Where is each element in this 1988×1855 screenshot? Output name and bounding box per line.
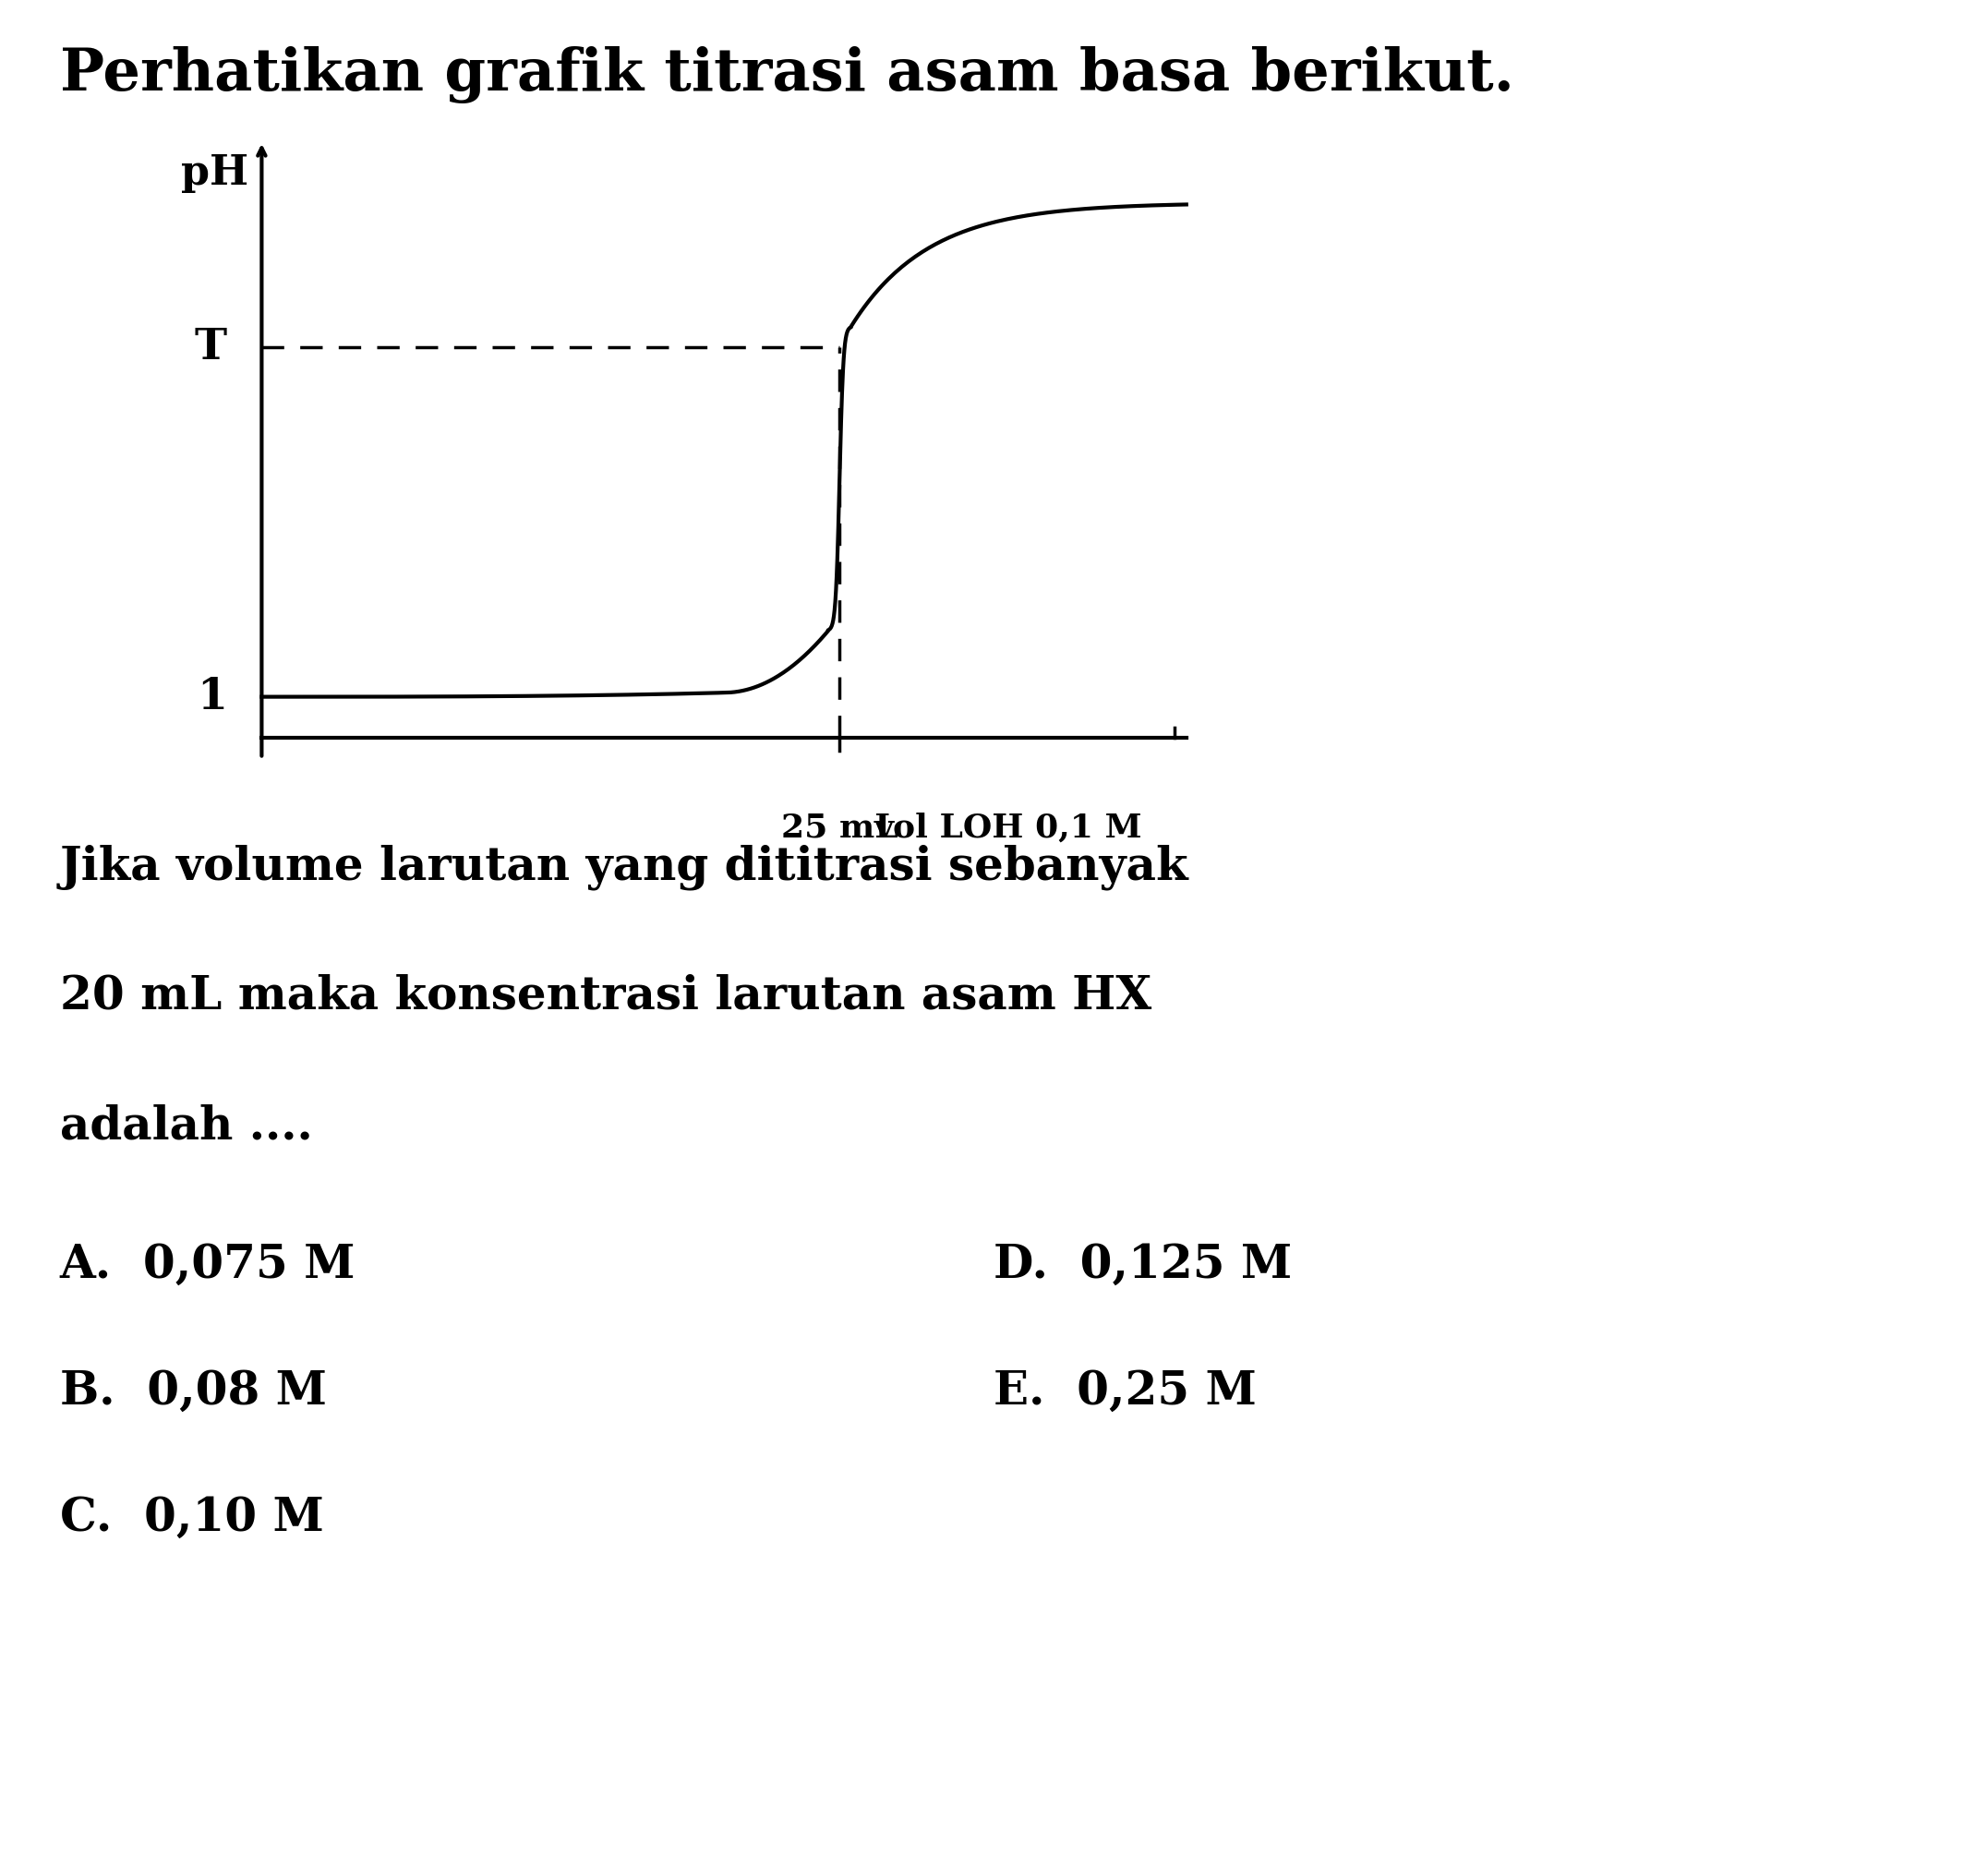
Text: B.  0,08 M: B. 0,08 M <box>60 1369 326 1414</box>
Text: adalah ....: adalah .... <box>60 1104 312 1148</box>
Text: vol LOH 0,1 M: vol LOH 0,1 M <box>875 812 1143 844</box>
Text: 25 mL: 25 mL <box>781 812 899 844</box>
Text: A.  0,075 M: A. 0,075 M <box>60 1243 356 1287</box>
Text: Jika volume larutan yang dititrasi sebanyak: Jika volume larutan yang dititrasi seban… <box>60 844 1189 890</box>
Text: T: T <box>195 326 227 367</box>
Text: 1: 1 <box>197 675 227 718</box>
Text: Perhatikan grafik titrasi asam basa berikut.: Perhatikan grafik titrasi asam basa beri… <box>60 46 1513 104</box>
Text: C.  0,10 M: C. 0,10 M <box>60 1495 324 1540</box>
Text: 20 mL maka konsentrasi larutan asam HX: 20 mL maka konsentrasi larutan asam HX <box>60 974 1151 1018</box>
Text: D.  0,125 M: D. 0,125 M <box>994 1243 1292 1287</box>
Text: pH: pH <box>181 154 248 193</box>
Text: E.  0,25 M: E. 0,25 M <box>994 1369 1256 1414</box>
